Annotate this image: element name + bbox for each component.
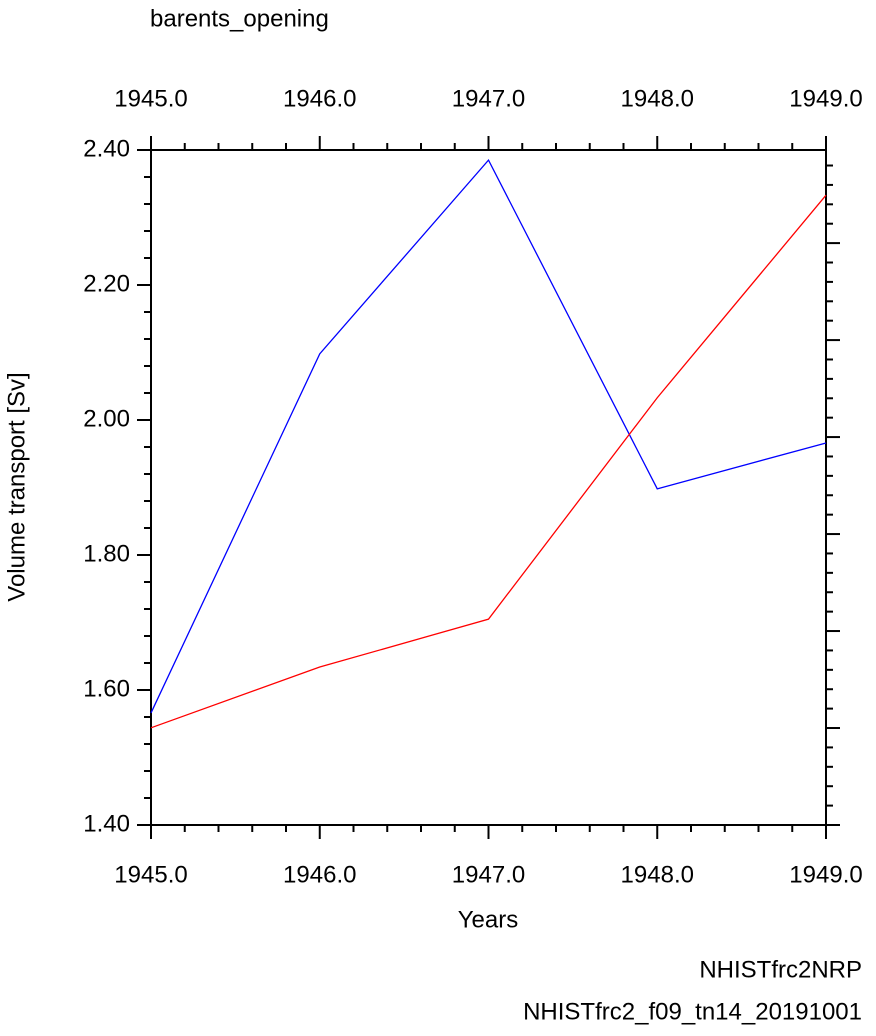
y-axis-label: Volume transport [Sv] bbox=[3, 372, 30, 601]
y-tick-label: 2.40 bbox=[83, 135, 130, 162]
x-tick-label: 1948.0 bbox=[621, 861, 694, 888]
x2-tick-label: 1949.0 bbox=[789, 85, 862, 112]
chart-title: barents_opening bbox=[150, 5, 329, 32]
series-line bbox=[150, 194, 827, 729]
x2-tick-label: 1947.0 bbox=[452, 85, 525, 112]
x2-tick-label: 1945.0 bbox=[114, 85, 187, 112]
x-axis-label: Years bbox=[458, 906, 519, 933]
x-tick-label: 1945.0 bbox=[114, 861, 187, 888]
legend-entry: NHISTfrc2NRP bbox=[699, 956, 862, 983]
plot-frame bbox=[150, 149, 827, 826]
x2-tick-label: 1948.0 bbox=[621, 85, 694, 112]
legend-entry: NHISTfrc2_f09_tn14_20191001 bbox=[523, 998, 862, 1025]
y-tick-label: 1.80 bbox=[83, 540, 130, 567]
y-tick-label: 2.20 bbox=[83, 270, 130, 297]
x-tick-label: 1947.0 bbox=[452, 861, 525, 888]
series-line bbox=[150, 158, 827, 714]
y-tick-label: 2.00 bbox=[83, 405, 130, 432]
x-tick-label: 1949.0 bbox=[789, 861, 862, 888]
y-tick-label: 1.40 bbox=[83, 810, 130, 837]
x2-tick-label: 1946.0 bbox=[283, 85, 356, 112]
x-tick-label: 1946.0 bbox=[283, 861, 356, 888]
y-tick-label: 1.60 bbox=[83, 675, 130, 702]
